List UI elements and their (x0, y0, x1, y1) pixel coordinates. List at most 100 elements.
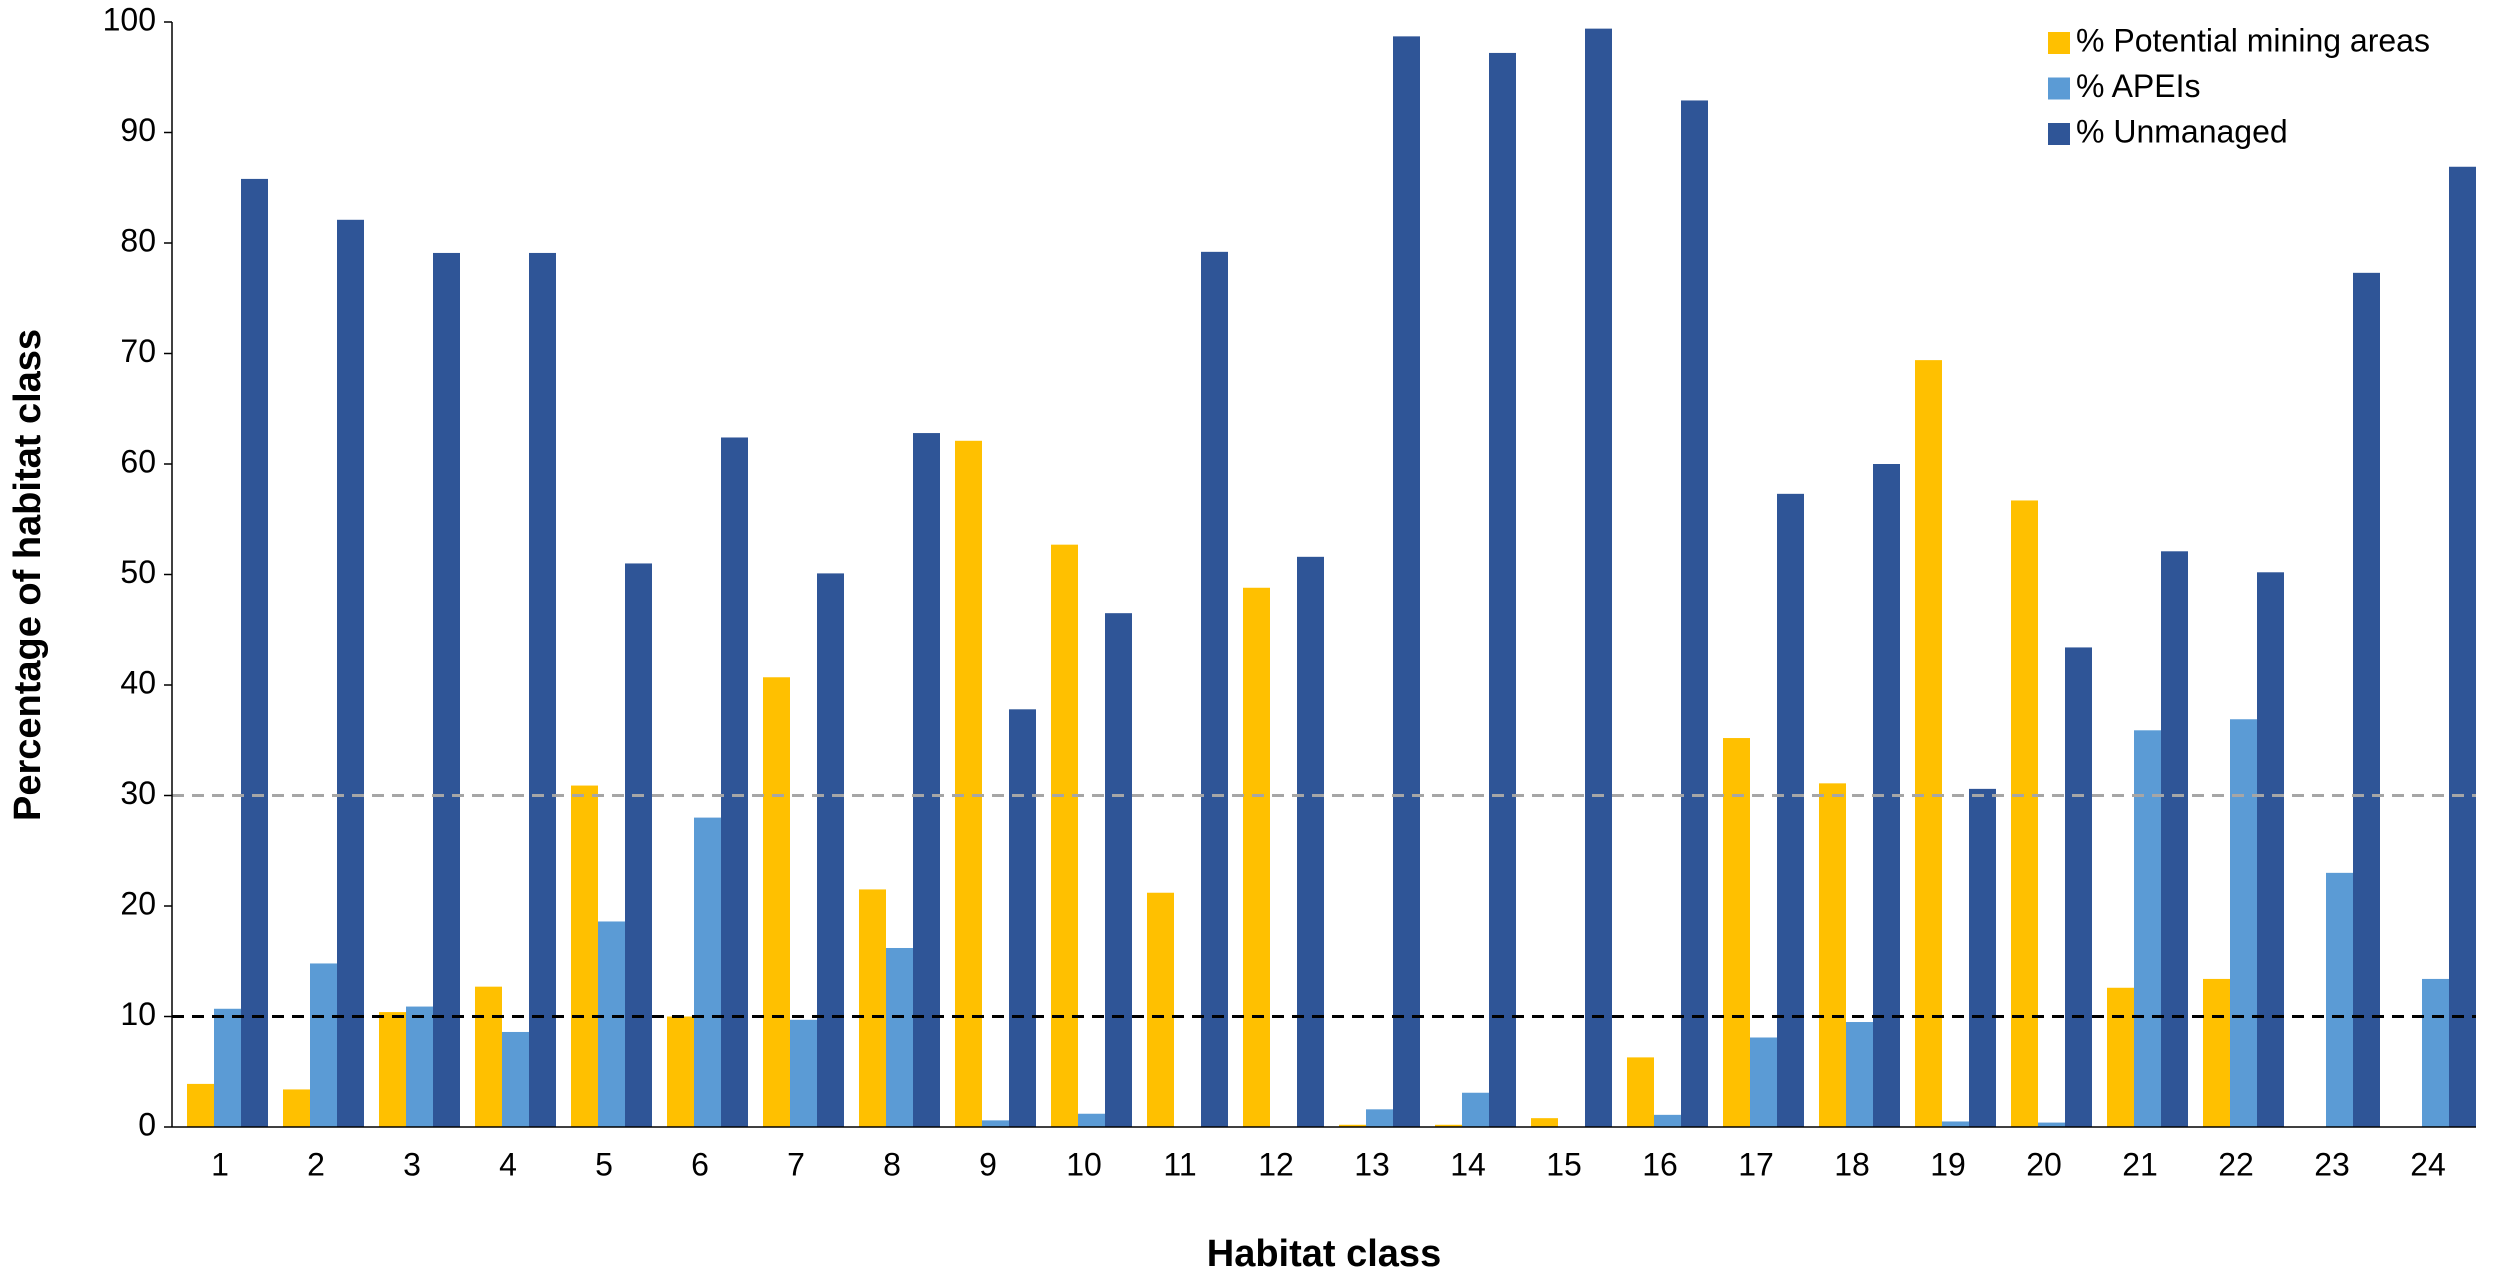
x-tick-label: 13 (1354, 1146, 1390, 1182)
bar (1051, 544, 1078, 1127)
bar (1297, 556, 1324, 1127)
bar (2422, 978, 2449, 1127)
bar (1531, 1118, 1558, 1127)
bar (2257, 572, 2284, 1127)
y-tick-label: 30 (120, 775, 156, 811)
bar (475, 986, 502, 1127)
bar (982, 1120, 1009, 1127)
bar (2011, 500, 2038, 1128)
x-tick-label: 20 (2026, 1146, 2062, 1182)
y-tick-label: 70 (120, 333, 156, 369)
bar (1462, 1092, 1489, 1127)
legend-label: % APEIs (2076, 68, 2201, 104)
bar (1078, 1113, 1105, 1127)
bar (1366, 1109, 1393, 1127)
x-tick-label: 4 (499, 1146, 517, 1182)
legend-swatch (2048, 77, 2070, 100)
bar (2161, 551, 2188, 1127)
x-tick-label: 23 (2314, 1146, 2350, 1182)
bar (2134, 730, 2161, 1127)
bar (241, 178, 268, 1127)
x-tick-label: 7 (787, 1146, 805, 1182)
bar (571, 785, 598, 1127)
x-axis-title: Habitat class (1207, 1233, 1441, 1275)
y-tick-label: 60 (120, 443, 156, 479)
bar (337, 219, 364, 1128)
bar (2326, 872, 2353, 1127)
bar (529, 252, 556, 1127)
bar (1681, 100, 1708, 1128)
y-tick-label: 40 (120, 664, 156, 700)
bar (1777, 493, 1804, 1128)
x-tick-label: 10 (1066, 1146, 1102, 1182)
x-tick-label: 22 (2218, 1146, 2254, 1182)
y-tick-label: 50 (120, 554, 156, 590)
bar (886, 947, 913, 1127)
bar (1585, 28, 1612, 1127)
x-tick-label: 14 (1450, 1146, 1486, 1182)
x-tick-label: 5 (595, 1146, 613, 1182)
bar (310, 963, 337, 1127)
bar (187, 1083, 214, 1127)
x-tick-label: 2 (307, 1146, 325, 1182)
x-tick-label: 21 (2122, 1146, 2158, 1182)
bar (1969, 788, 1996, 1127)
bar (1942, 1121, 1969, 1127)
x-tick-label: 9 (979, 1146, 997, 1182)
bar (406, 1006, 433, 1127)
x-tick-label: 6 (691, 1146, 709, 1182)
bar (598, 921, 625, 1127)
bar (1105, 613, 1132, 1127)
legend-swatch (2048, 32, 2070, 54)
bar (2203, 978, 2230, 1127)
bar (1819, 783, 1846, 1127)
y-tick-label: 100 (103, 1, 156, 37)
y-tick-label: 20 (120, 885, 156, 921)
x-tick-label: 17 (1738, 1146, 1774, 1182)
x-tick-label: 18 (1834, 1146, 1870, 1182)
x-tick-label: 16 (1642, 1146, 1678, 1182)
x-tick-label: 15 (1546, 1146, 1582, 1182)
bar (2353, 272, 2380, 1128)
bar (2065, 647, 2092, 1127)
bar (1627, 1057, 1654, 1127)
legend-swatch (2048, 123, 2070, 145)
bar (1243, 587, 1270, 1127)
legend-label: % Unmanaged (2076, 113, 2288, 149)
bar (955, 440, 982, 1127)
bar (1750, 1037, 1777, 1127)
y-tick-label: 10 (120, 996, 156, 1032)
bar (817, 573, 844, 1127)
bar (625, 563, 652, 1127)
bar (1915, 360, 1942, 1127)
x-tick-label: 11 (1163, 1146, 1196, 1182)
bar (214, 1008, 241, 1127)
bar (1435, 1124, 1462, 1127)
x-tick-label: 19 (1930, 1146, 1966, 1182)
bar (2038, 1122, 2065, 1127)
bar (502, 1031, 529, 1127)
x-tick-label: 1 (211, 1146, 229, 1182)
bar (2230, 719, 2257, 1127)
bar (1654, 1114, 1681, 1127)
bar (1489, 52, 1516, 1128)
bar (1147, 892, 1174, 1127)
bar (859, 889, 886, 1127)
bar (1009, 709, 1036, 1127)
y-tick-label: 80 (120, 222, 156, 258)
bar (283, 1089, 310, 1127)
y-tick-label: 90 (120, 112, 156, 148)
bar (2449, 166, 2476, 1127)
bar (433, 252, 460, 1127)
x-tick-label: 3 (403, 1146, 421, 1182)
bar (721, 437, 748, 1128)
bar (790, 1019, 817, 1127)
bar (1393, 36, 1420, 1128)
bar (1723, 738, 1750, 1127)
bar (913, 433, 940, 1127)
bar (1846, 1022, 1873, 1127)
y-axis-title: Percentage of habitat class (7, 329, 49, 821)
bar (667, 1016, 694, 1127)
